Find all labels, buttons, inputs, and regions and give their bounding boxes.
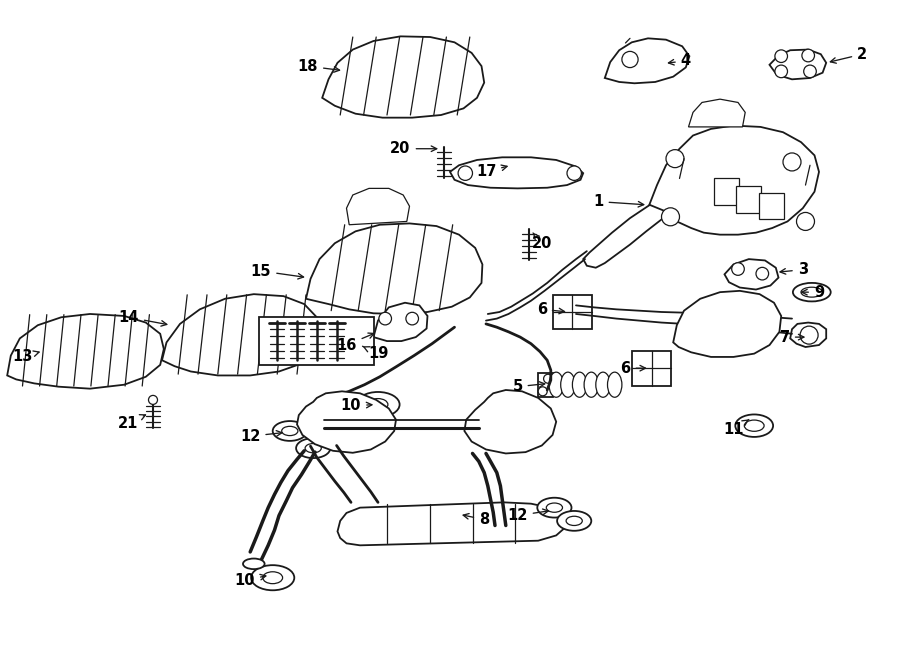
Polygon shape: [770, 50, 826, 79]
Polygon shape: [605, 38, 689, 83]
Ellipse shape: [263, 572, 283, 584]
Polygon shape: [538, 373, 553, 397]
Circle shape: [666, 149, 684, 168]
Text: 9: 9: [802, 285, 824, 299]
Circle shape: [406, 312, 419, 325]
Polygon shape: [306, 223, 482, 314]
Circle shape: [732, 262, 744, 276]
Text: 15: 15: [251, 264, 303, 279]
Text: 11: 11: [724, 420, 749, 437]
Polygon shape: [648, 126, 819, 235]
Ellipse shape: [561, 372, 575, 397]
Polygon shape: [297, 391, 396, 453]
Circle shape: [756, 267, 769, 280]
Circle shape: [804, 65, 816, 78]
Circle shape: [800, 326, 818, 344]
Text: 6: 6: [536, 302, 564, 317]
Ellipse shape: [282, 426, 298, 436]
Text: 10: 10: [341, 399, 372, 413]
Circle shape: [538, 387, 547, 396]
Text: 20: 20: [532, 233, 552, 251]
Circle shape: [796, 212, 814, 231]
Ellipse shape: [243, 559, 265, 569]
Polygon shape: [714, 178, 739, 205]
Text: 21: 21: [118, 414, 146, 430]
Ellipse shape: [801, 287, 823, 297]
Ellipse shape: [305, 444, 321, 453]
Polygon shape: [259, 317, 374, 365]
Text: 12: 12: [240, 429, 282, 444]
Text: 4: 4: [669, 54, 691, 68]
Text: 18: 18: [298, 59, 339, 73]
Circle shape: [379, 312, 392, 325]
Text: 20: 20: [391, 141, 436, 156]
Polygon shape: [7, 314, 164, 389]
Polygon shape: [346, 188, 410, 225]
Polygon shape: [583, 205, 666, 268]
Ellipse shape: [356, 392, 400, 417]
Text: 8: 8: [464, 512, 490, 527]
Ellipse shape: [735, 414, 773, 437]
Ellipse shape: [566, 516, 582, 525]
Ellipse shape: [572, 372, 587, 397]
Text: 1: 1: [593, 194, 644, 209]
Text: 12: 12: [508, 508, 548, 523]
Text: 13: 13: [13, 350, 39, 364]
Text: 14: 14: [119, 310, 166, 326]
Polygon shape: [632, 351, 671, 385]
Polygon shape: [673, 291, 781, 357]
Ellipse shape: [584, 372, 598, 397]
Text: 3: 3: [780, 262, 808, 277]
Polygon shape: [450, 157, 583, 188]
Circle shape: [662, 208, 680, 226]
Circle shape: [802, 49, 814, 62]
Circle shape: [458, 166, 473, 180]
Circle shape: [622, 52, 638, 67]
Polygon shape: [553, 295, 592, 329]
Text: 6: 6: [620, 361, 645, 375]
Circle shape: [567, 166, 581, 180]
Ellipse shape: [744, 420, 764, 432]
Polygon shape: [322, 36, 484, 118]
Ellipse shape: [557, 511, 591, 531]
Ellipse shape: [251, 565, 294, 590]
Ellipse shape: [296, 438, 330, 458]
Polygon shape: [162, 294, 322, 375]
Circle shape: [775, 50, 788, 63]
Ellipse shape: [596, 372, 610, 397]
Ellipse shape: [546, 503, 562, 512]
Polygon shape: [688, 99, 745, 127]
Circle shape: [783, 153, 801, 171]
Polygon shape: [338, 502, 565, 545]
Circle shape: [148, 395, 157, 405]
Ellipse shape: [368, 399, 388, 410]
Polygon shape: [464, 390, 556, 453]
Ellipse shape: [608, 372, 622, 397]
Text: 5: 5: [512, 379, 544, 394]
Polygon shape: [759, 193, 784, 219]
Polygon shape: [724, 259, 778, 290]
Text: 16: 16: [337, 333, 374, 352]
Text: 10: 10: [235, 573, 266, 588]
Text: 19: 19: [363, 346, 388, 361]
Text: 2: 2: [831, 47, 868, 63]
Polygon shape: [374, 303, 428, 341]
Text: 7: 7: [779, 330, 804, 344]
Polygon shape: [790, 323, 826, 347]
Circle shape: [775, 65, 788, 78]
Text: 17: 17: [476, 165, 507, 179]
Ellipse shape: [549, 372, 563, 397]
Ellipse shape: [273, 421, 307, 441]
Polygon shape: [736, 186, 761, 213]
Ellipse shape: [537, 498, 572, 518]
Circle shape: [544, 374, 553, 383]
Ellipse shape: [793, 283, 831, 301]
